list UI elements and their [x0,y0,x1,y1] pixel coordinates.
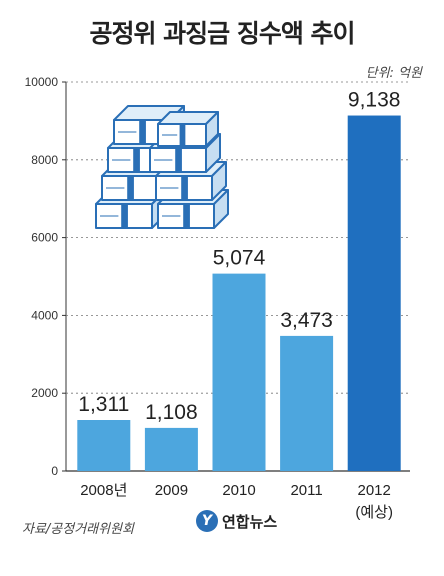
bar-3 [280,335,334,471]
yonhap-logo: Y 연합뉴스 [196,510,277,532]
bar-1 [144,427,198,471]
data-label: 3,473 [280,309,333,332]
data-label: 5,074 [213,247,266,270]
source-note: 자료/공정거래위원회 [22,522,135,537]
x-tick-label: 2011 [290,482,322,499]
y-tick-label: 6000 [31,231,58,245]
x-tick-label: 2009 [155,482,188,499]
x-tick-label: 2012 [358,482,391,499]
money-stack-icon [95,105,229,229]
logo-text: 연합뉴스 [222,512,278,531]
data-label: 1,108 [145,401,198,424]
chart-title: 공정위 과징금 징수액 추이 [89,19,355,48]
y-tick-label: 10000 [25,75,59,89]
x-tick-label: 2010 [222,482,255,499]
bar-4 [347,115,401,471]
y-tick-label: 8000 [31,153,58,167]
y-tick-label: 4000 [31,308,58,322]
bar-2 [212,273,266,471]
bar-0 [77,420,131,471]
data-label: 1,311 [78,393,129,416]
data-label: 9,138 [348,89,401,112]
unit-label: 단위: 억원 [365,66,422,81]
x-tick-label: 2008년 [80,482,127,499]
y-tick-label: 0 [51,464,58,478]
y-tick-label: 2000 [31,386,58,400]
logo-mark-icon: Y [196,510,218,532]
x-tick-sublabel: (예상) [355,504,393,521]
